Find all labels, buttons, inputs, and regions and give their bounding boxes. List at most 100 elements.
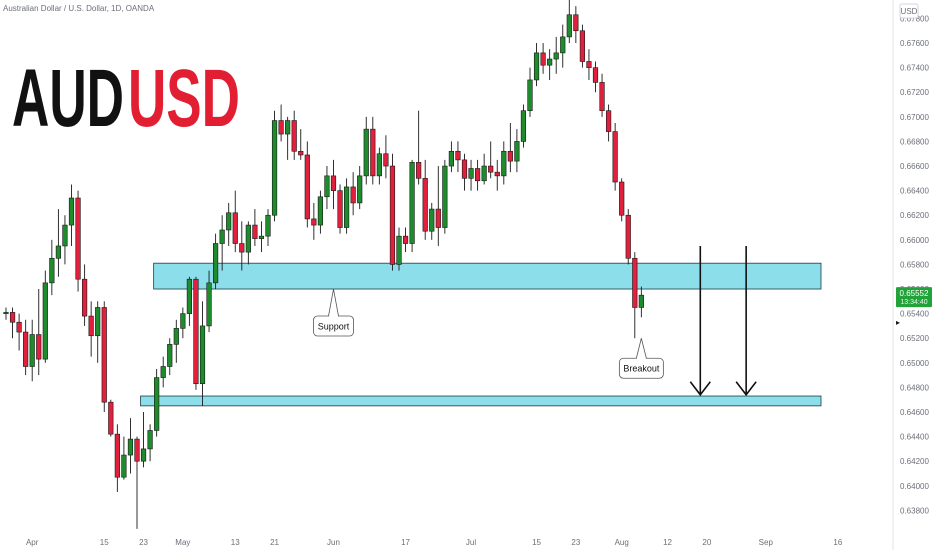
price-tick-label: 0.63800 <box>900 506 929 515</box>
scroll-marker-icon[interactable]: ▸ <box>896 318 900 327</box>
price-tick-label: 0.66400 <box>900 187 929 196</box>
candle-body <box>357 175 363 204</box>
currency-badge[interactable] <box>899 3 919 19</box>
support-callout-pointer <box>328 288 339 317</box>
candle <box>239 221 245 271</box>
arrow-head <box>689 381 711 397</box>
candle-body <box>343 186 350 228</box>
time-tick-label: 16 <box>833 538 842 547</box>
price-tick-label: 0.67400 <box>900 64 929 73</box>
candle <box>350 172 356 216</box>
symbol-info: Australian Dollar / U.S. Dollar, 1D, OAN… <box>3 4 155 13</box>
arrow-head <box>735 381 757 397</box>
candle <box>271 110 278 222</box>
candle-body <box>488 165 494 173</box>
candle <box>422 159 428 240</box>
bar-countdown-label: 13:34:40 <box>900 299 927 306</box>
candle <box>337 184 343 234</box>
candle-body <box>566 14 572 38</box>
candle-body <box>82 278 88 317</box>
time-tick-label: 17 <box>401 538 410 547</box>
candle-body <box>114 433 120 478</box>
current-price-badge <box>896 287 932 308</box>
candle <box>625 209 631 265</box>
candle-body <box>560 36 566 54</box>
candle-body <box>193 278 199 385</box>
price-tick-label: 0.65800 <box>900 260 929 269</box>
candle <box>429 202 435 240</box>
breakout-callout-label: Breakout <box>623 364 660 374</box>
candle-body <box>461 159 468 179</box>
candle-body <box>337 190 343 228</box>
candle <box>114 424 120 492</box>
candle <box>638 286 644 318</box>
candle <box>376 147 382 185</box>
support-callout[interactable]: Support <box>313 288 354 337</box>
candle-body <box>180 313 186 329</box>
price-tick-label: 0.64800 <box>900 383 929 392</box>
candle <box>416 110 422 185</box>
candle-body <box>586 61 592 68</box>
price-tick-label: 0.64200 <box>900 457 929 466</box>
candle-body <box>455 150 461 161</box>
candle-body <box>3 312 9 314</box>
candle <box>409 159 415 253</box>
candle <box>121 436 127 480</box>
candle <box>468 159 474 191</box>
time-tick-label: Jul <box>466 538 476 547</box>
candle-body <box>29 334 35 367</box>
candle <box>219 215 225 271</box>
candle-body <box>62 224 68 247</box>
time-tick-label: 23 <box>139 538 148 547</box>
candle-body <box>507 150 513 162</box>
candle-body <box>134 438 140 462</box>
candle-body <box>547 58 553 66</box>
target-zone[interactable] <box>140 395 822 407</box>
candle <box>88 301 94 357</box>
price-tick-label: 0.67000 <box>900 113 929 122</box>
time-axis[interactable]: Apr 15 23 May 13 21 Jun 17 Jul 15 23 Aug 12 20 Sep 16 <box>26 538 843 547</box>
support-zone[interactable] <box>153 262 822 290</box>
down-arrow-icon[interactable] <box>689 245 711 397</box>
price-tick-label: 0.67600 <box>900 39 929 48</box>
candle-body <box>291 120 297 152</box>
breakout-callout[interactable]: Breakout <box>618 338 664 379</box>
zones-layer <box>140 262 822 407</box>
candle-body <box>9 312 16 323</box>
candle <box>16 313 22 351</box>
candle <box>370 116 376 185</box>
candle <box>226 202 232 246</box>
candle-body <box>553 52 559 60</box>
candle-body <box>383 153 389 167</box>
candle <box>311 202 317 240</box>
candle-body <box>592 67 599 83</box>
candle <box>547 49 553 80</box>
down-arrow-icon[interactable] <box>735 245 757 397</box>
candle-body <box>429 208 435 232</box>
candle <box>167 338 173 376</box>
support-callout-label: Support <box>318 322 350 332</box>
candle <box>520 104 527 148</box>
candle <box>147 424 153 462</box>
candle-body <box>147 430 153 450</box>
candle <box>232 190 238 253</box>
price-tick-label: 0.66200 <box>900 211 929 220</box>
price-axis[interactable]: 0.63800 0.64000 0.64200 0.64400 0.64600 0.648… <box>900 14 929 515</box>
candle <box>62 215 68 265</box>
price-tick-label: 0.65000 <box>900 359 929 368</box>
time-tick-label: 15 <box>532 538 541 547</box>
time-tick-label: 15 <box>100 538 109 547</box>
candle <box>586 49 592 80</box>
title-usd: USD <box>128 53 240 144</box>
candle-body <box>527 79 533 111</box>
candle <box>55 209 61 277</box>
candle <box>435 166 441 246</box>
candle <box>193 276 199 390</box>
candle <box>23 319 29 376</box>
candle-body <box>396 235 402 265</box>
candle-body <box>199 325 206 385</box>
time-tick-label: Apr <box>26 538 39 547</box>
time-tick-label: Sep <box>759 538 774 547</box>
candle-body <box>481 165 487 182</box>
